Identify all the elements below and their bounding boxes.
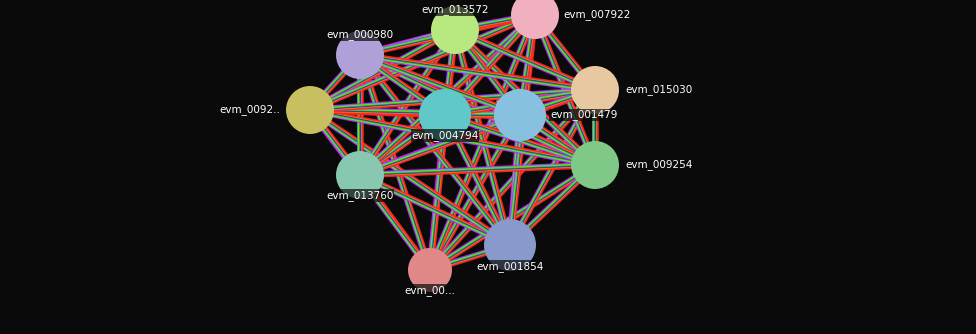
Ellipse shape (571, 141, 619, 189)
Ellipse shape (336, 31, 384, 79)
Ellipse shape (431, 6, 479, 54)
Ellipse shape (336, 151, 384, 199)
Text: evm_000980: evm_000980 (326, 29, 393, 40)
Ellipse shape (571, 66, 619, 114)
Ellipse shape (494, 89, 546, 141)
Text: evm_0092..: evm_0092.. (220, 105, 280, 116)
Text: evm_007922: evm_007922 (563, 10, 630, 20)
Ellipse shape (408, 248, 452, 292)
Text: evm_013760: evm_013760 (326, 190, 393, 201)
Ellipse shape (511, 0, 559, 39)
Ellipse shape (419, 89, 471, 141)
Text: evm_009254: evm_009254 (625, 160, 692, 170)
Text: evm_001479: evm_001479 (550, 110, 618, 121)
Text: evm_004794: evm_004794 (411, 130, 478, 141)
Ellipse shape (286, 86, 334, 134)
Text: evm_013572: evm_013572 (422, 4, 489, 15)
Text: evm_001854: evm_001854 (476, 261, 544, 272)
Text: evm_015030: evm_015030 (625, 85, 692, 96)
Text: evm_00...: evm_00... (404, 285, 456, 296)
Ellipse shape (484, 219, 536, 271)
